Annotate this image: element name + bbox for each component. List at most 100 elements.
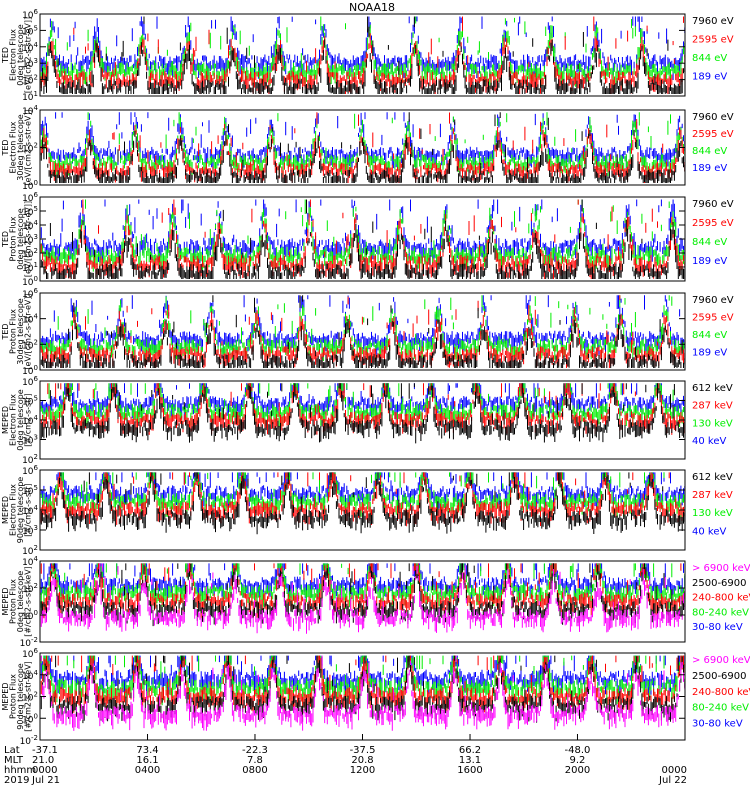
y-tick-label: 102 [22, 691, 38, 704]
y-label-line: MEPED [1, 496, 10, 524]
legend-label: 130 keV [692, 418, 733, 429]
y-tick-label: 103 [22, 233, 38, 246]
panel-frame [39, 292, 686, 371]
legend-label: 2595 eV [692, 129, 734, 140]
legend-label: > 6900 keV [692, 563, 750, 574]
y-label-line: Electron Flux [9, 484, 18, 536]
legend: 7960 eV 2595 eV 844 eV 189 eV [692, 16, 734, 83]
y-label-line: [#/cm2-s-str] [24, 483, 33, 536]
legend-label: 844 eV [692, 146, 727, 157]
panel-traces [40, 472, 685, 535]
y-tick-label: 104 [22, 414, 38, 427]
x-tick-label: 9.2 [570, 755, 586, 766]
series-trace-1 [40, 16, 685, 94]
legend: 7960 eV 2595 eV 844 eV 189 eV [692, 112, 734, 174]
legend-label: 189 eV [692, 72, 727, 83]
legend-label: 2595 eV [692, 312, 734, 323]
y-tick-label: 100 [22, 712, 38, 725]
series-trace-3 [40, 295, 685, 362]
y-tick-label: 101 [22, 261, 38, 274]
y-label-line: 0deg telescope [16, 389, 25, 450]
y-label-line: TED [1, 231, 10, 248]
legend: 7960 eV 2595 eV 844 eV 189 eV [692, 199, 734, 267]
legend-label: 7960 eV [692, 199, 734, 210]
y-tick-label: 102 [22, 544, 38, 557]
y-tick-label: 102 [22, 74, 38, 87]
y-tick-label: 106 [22, 287, 38, 300]
y-label-line: Proton Flux [9, 216, 18, 261]
y-tick-label: 105 [22, 395, 38, 408]
y-label-line: [eV/[cm2-s-str-eV]] [24, 17, 33, 93]
legend-label: 130 keV [692, 508, 733, 519]
y-label-line: Proton Flux [9, 674, 18, 719]
legend: 612 keV 287 keV 130 keV 40 keV [692, 383, 733, 447]
legend-label: 844 eV [692, 53, 727, 64]
legend: > 6900 keV 2500-6900 240-800 keV 80-240 keV… [692, 563, 750, 633]
y-label-line: TED [1, 323, 10, 340]
panel-traces [40, 383, 685, 444]
x-tick-label: 16.1 [136, 755, 158, 766]
y-tick-label: 10-2 [20, 636, 38, 649]
y-tick-label: 104 [22, 669, 38, 682]
series-trace-1 [40, 295, 685, 368]
legend-label: 2595 eV [692, 35, 734, 46]
y-tick-label: 104 [22, 555, 38, 568]
y-tick-label: 104 [22, 41, 38, 54]
legend-label: 2500-6900 [692, 671, 747, 682]
x-tick-label: -22.3 [242, 745, 268, 756]
y-tick-label: 104 [22, 504, 38, 517]
legend-label: 30-80 keV [692, 622, 743, 633]
x-tick-label: 20.8 [351, 755, 373, 766]
x-tick-label: 66.2 [459, 745, 481, 756]
x-tick-label: 13.1 [459, 755, 481, 766]
y-label-line: 30deg telescope [16, 298, 25, 365]
y-tick-label: 102 [22, 247, 38, 260]
panel-traces [40, 295, 685, 368]
panel-traces [40, 16, 685, 94]
panel-frame [39, 560, 686, 643]
series-trace-1 [40, 112, 685, 183]
y-tick-label: 106 [22, 375, 38, 388]
y-tick-label: 10-2 [20, 734, 38, 747]
series-trace-1 [40, 199, 685, 279]
y-tick-label: 100 [22, 179, 38, 192]
legend-label: 189 eV [692, 163, 727, 174]
y-label-line: Electron Flux [9, 121, 18, 173]
legend: > 6900 keV 2500-6900 240-800 keV 80-240 keV… [692, 655, 750, 730]
y-label-line: [eV/[cm2-s-str-eV]] [24, 201, 33, 277]
legend-label: 189 eV [692, 256, 727, 267]
legend-label: 240-800 keV [692, 687, 750, 698]
y-tick-label: 106 [22, 191, 38, 204]
legend-label: 189 eV [692, 347, 727, 358]
x-tick-label: -37.1 [32, 745, 58, 756]
y-tick-label: 100 [22, 275, 38, 288]
y-label-line: [#/cm2-s-str-keV] [24, 566, 33, 637]
legend-label: 7960 eV [692, 16, 734, 27]
legend-label: 80-240 keV [692, 703, 749, 714]
x-row-label: MLT [4, 755, 24, 766]
series-trace-1 [40, 655, 685, 731]
y-tick-label: 100 [22, 364, 38, 377]
y-tick-label: 106 [22, 464, 38, 477]
y-tick-label: 102 [22, 338, 38, 351]
y-label-line: 0deg telescope [16, 208, 25, 269]
y-tick-label: 102 [22, 453, 38, 466]
legend: 612 keV 287 keV 130 keV 40 keV [692, 472, 733, 537]
y-tick-label: 106 [22, 647, 38, 660]
x-row-label: hhmm [4, 765, 36, 776]
legend-label: 287 keV [692, 401, 733, 412]
legend-label: 2595 eV [692, 218, 734, 229]
panel-traces [40, 655, 685, 731]
x-tick-label: 73.4 [136, 745, 158, 756]
y-label-line: Proton Flux [9, 579, 18, 624]
y-label-line: MEPED [1, 406, 10, 434]
